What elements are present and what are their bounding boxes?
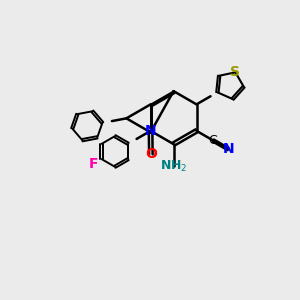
Text: N: N (145, 124, 156, 138)
Text: C: C (209, 134, 218, 147)
Text: O: O (145, 147, 157, 161)
Text: F: F (89, 157, 99, 170)
Text: S: S (230, 65, 240, 79)
Text: N: N (223, 142, 234, 156)
Text: NH$_2$: NH$_2$ (160, 159, 187, 174)
